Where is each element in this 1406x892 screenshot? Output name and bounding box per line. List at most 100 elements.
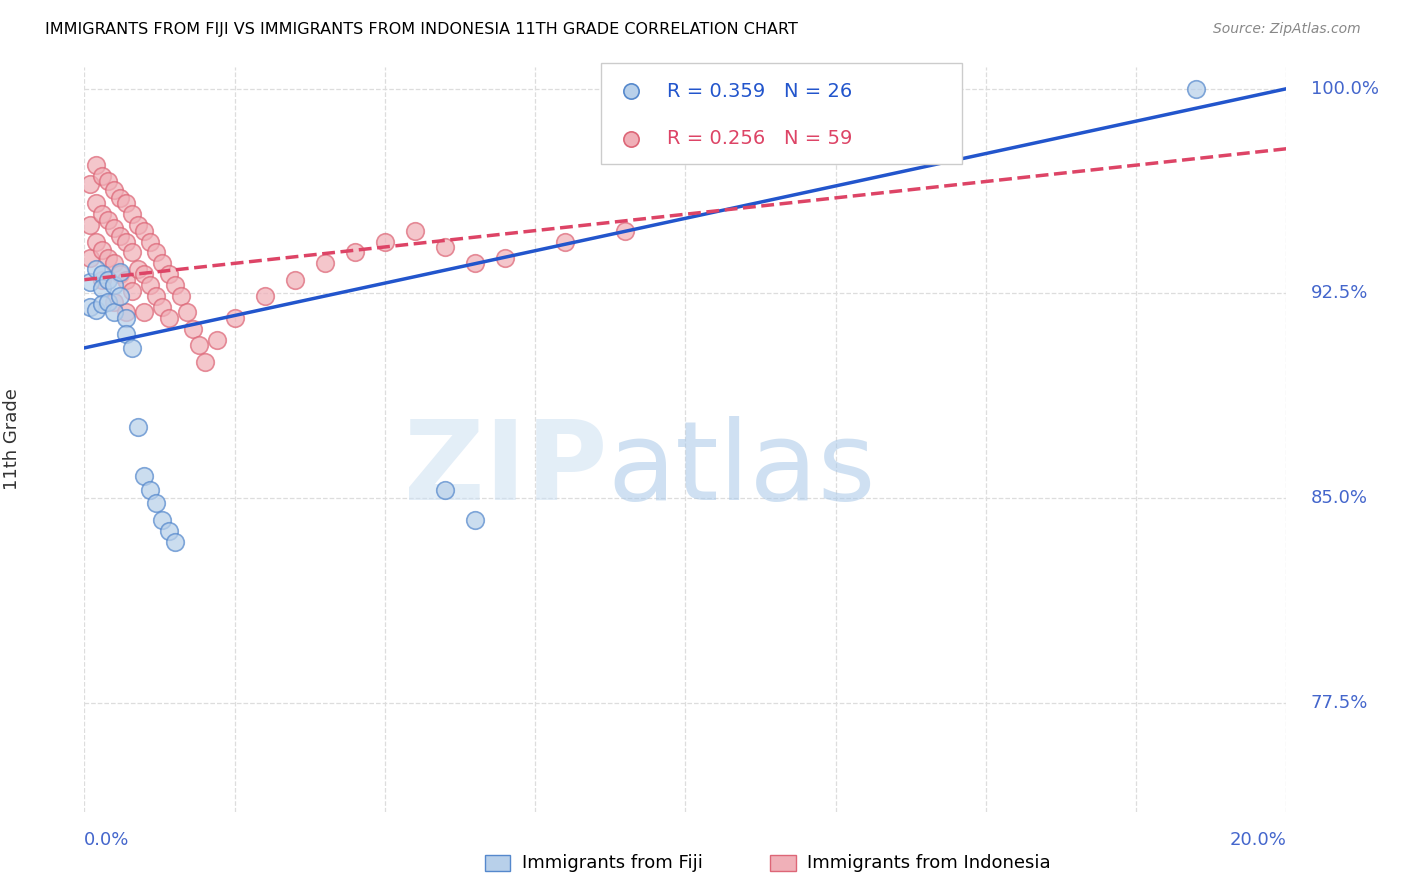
FancyBboxPatch shape [602, 63, 962, 164]
Point [110, 191, 132, 205]
Point [103, 278, 125, 293]
Point [139, 483, 162, 497]
Point [284, 273, 307, 287]
Point [97, 212, 120, 227]
Point [253, 289, 276, 303]
Point [79, 178, 101, 192]
Point [127, 420, 149, 434]
Point [614, 224, 637, 238]
Text: Immigrants from Indonesia: Immigrants from Indonesia [807, 855, 1050, 872]
Point [121, 207, 143, 221]
Point [434, 483, 457, 497]
Point [110, 267, 132, 281]
Text: 92.5%: 92.5% [1310, 285, 1368, 302]
Point [79, 300, 101, 314]
Point [91, 273, 114, 287]
Point [404, 224, 426, 238]
Point [1185, 81, 1208, 95]
Point [494, 251, 516, 265]
Point [103, 294, 125, 309]
Point [169, 289, 191, 303]
Point [121, 341, 143, 355]
Point [97, 251, 120, 265]
Point [97, 174, 120, 188]
Point [110, 229, 132, 244]
Text: ZIP: ZIP [404, 416, 607, 523]
Bar [770, 855, 796, 871]
Point [554, 235, 576, 249]
Point [91, 169, 114, 183]
Point [464, 513, 486, 527]
Point [79, 276, 101, 290]
Point [139, 235, 162, 249]
Point [115, 310, 138, 325]
Point [152, 300, 174, 314]
Point [91, 207, 114, 221]
Point [121, 284, 143, 298]
Text: Immigrants from Fiji: Immigrants from Fiji [522, 855, 703, 872]
Point [134, 469, 156, 483]
Point [79, 218, 101, 232]
Point [152, 513, 174, 527]
Point [145, 245, 167, 260]
Point [103, 220, 125, 235]
Point [86, 158, 108, 172]
Point [127, 218, 149, 232]
Text: R = 0.256   N = 59: R = 0.256 N = 59 [668, 129, 853, 148]
Point [110, 264, 132, 278]
Point [176, 305, 198, 319]
Point [134, 267, 156, 281]
Point [464, 256, 486, 270]
Point [224, 310, 246, 325]
Point [187, 338, 209, 352]
Text: atlas: atlas [607, 416, 876, 523]
Bar [485, 855, 510, 871]
Point [103, 305, 125, 319]
Point [97, 273, 120, 287]
Point [115, 196, 138, 211]
Point [163, 534, 186, 549]
Point [145, 289, 167, 303]
Text: 77.5%: 77.5% [1310, 694, 1368, 712]
Point [314, 256, 336, 270]
Point [205, 333, 228, 347]
Point [139, 278, 162, 293]
Point [374, 235, 396, 249]
Text: R = 0.359   N = 26: R = 0.359 N = 26 [668, 82, 852, 101]
Point [79, 251, 101, 265]
Point [157, 267, 180, 281]
Point [134, 224, 156, 238]
Point [152, 256, 174, 270]
Point [103, 256, 125, 270]
Point [121, 245, 143, 260]
Text: 85.0%: 85.0% [1310, 489, 1368, 507]
Point [145, 496, 167, 510]
Point [115, 273, 138, 287]
Text: 11th Grade: 11th Grade [3, 388, 21, 491]
Text: Source: ZipAtlas.com: Source: ZipAtlas.com [1213, 22, 1361, 37]
Text: 0.0%: 0.0% [84, 830, 129, 849]
Point [194, 354, 217, 368]
Point [86, 235, 108, 249]
Point [343, 245, 366, 260]
Point [86, 261, 108, 276]
Point [86, 302, 108, 317]
Point [91, 243, 114, 257]
Text: 20.0%: 20.0% [1230, 830, 1286, 849]
Point [91, 267, 114, 281]
Point [163, 278, 186, 293]
Point [91, 297, 114, 311]
Point [115, 305, 138, 319]
Point [157, 524, 180, 538]
Text: 100.0%: 100.0% [1310, 79, 1378, 98]
Point [115, 235, 138, 249]
Point [181, 322, 204, 336]
Point [86, 196, 108, 211]
Point [103, 183, 125, 197]
Point [434, 240, 457, 254]
Point [115, 327, 138, 342]
Point [127, 261, 149, 276]
Point [134, 305, 156, 319]
Text: IMMIGRANTS FROM FIJI VS IMMIGRANTS FROM INDONESIA 11TH GRADE CORRELATION CHART: IMMIGRANTS FROM FIJI VS IMMIGRANTS FROM … [45, 22, 797, 37]
Point [157, 310, 180, 325]
